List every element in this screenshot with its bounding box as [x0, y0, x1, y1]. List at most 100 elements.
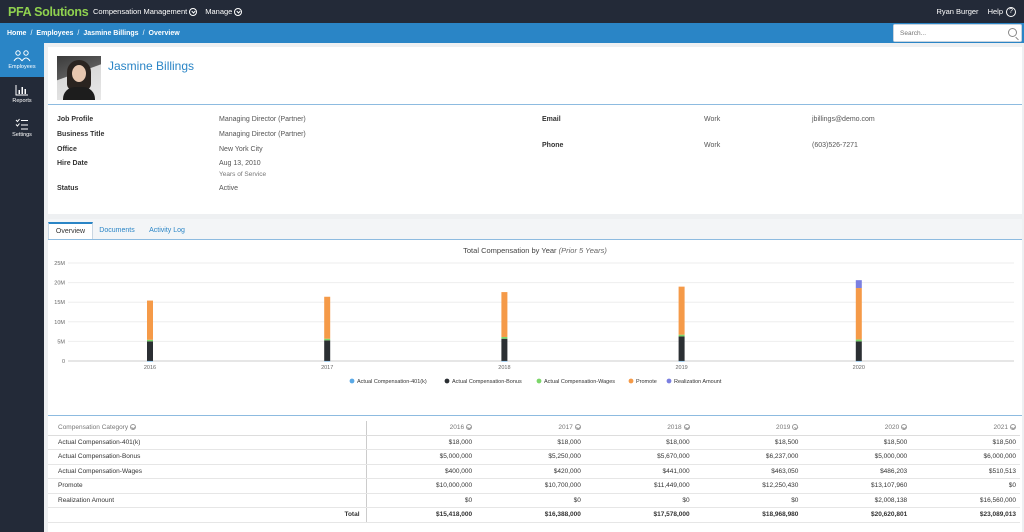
- chart-subtitle: (Prior 5 Years): [558, 246, 607, 255]
- office-value: New York City: [219, 146, 263, 153]
- email-value[interactable]: jbillings@demo.com: [812, 116, 875, 123]
- chevron-down-icon: [189, 7, 198, 16]
- cell-value: $5,000,000: [802, 449, 912, 465]
- cell-value: $16,560,000: [911, 493, 1020, 508]
- cell-value: $0: [366, 493, 477, 508]
- email-label: Email: [542, 116, 561, 123]
- table-row: Actual Compensation-Wages $400,000 $420,…: [48, 464, 1020, 479]
- table-header-row: Compensation Category 2016 2017 2018 201…: [48, 421, 1020, 436]
- tab-documents[interactable]: Documents: [99, 227, 135, 234]
- tab-overview[interactable]: Overview: [48, 222, 93, 239]
- chart-title-row: Total Compensation by Year (Prior 5 Year…: [48, 246, 1022, 255]
- bar-segment: [324, 360, 331, 362]
- phone-type: Work: [704, 142, 721, 149]
- column-header-year[interactable]: 2017: [476, 421, 585, 436]
- cell-value: $18,000: [476, 435, 585, 450]
- cell-value: $5,670,000: [584, 449, 694, 465]
- sidebar-item-settings[interactable]: Settings: [0, 111, 44, 145]
- nav-manage[interactable]: Manage: [205, 7, 243, 16]
- y-tick-label: 20M: [54, 281, 65, 287]
- cell-value: $2,008,138: [802, 493, 912, 508]
- email-type: Work: [704, 116, 721, 123]
- cell-value: $400,000: [366, 464, 477, 479]
- bar-segment: [324, 338, 331, 341]
- status-value: Active: [219, 185, 239, 192]
- bar-segment: [324, 296, 331, 339]
- x-tick-label: 2020: [853, 365, 865, 371]
- search-input[interactable]: [894, 25, 1004, 41]
- sidebar-item-employees[interactable]: Employees: [0, 43, 44, 77]
- cell-value: $441,000: [584, 464, 694, 479]
- bar-segment: [147, 360, 153, 362]
- legend-swatch: [628, 378, 634, 384]
- avatar: [57, 56, 101, 100]
- nav-compensation-management[interactable]: Compensation Management: [93, 7, 198, 16]
- tab-activity-log[interactable]: Activity Log: [149, 227, 185, 234]
- table-total-row: Total $15,418,000 $16,388,000 $17,578,00…: [48, 507, 1020, 523]
- office-label: Office: [57, 146, 77, 153]
- legend-swatch: [444, 378, 450, 384]
- chevron-down-icon: [234, 7, 243, 16]
- chart-title: Total Compensation by Year: [463, 246, 557, 255]
- bar-segment: [855, 339, 862, 342]
- x-tick-label: 2017: [321, 365, 333, 371]
- job-profile-label: Job Profile: [57, 116, 94, 123]
- cell-value: $10,700,000: [476, 478, 585, 494]
- chevron-down-icon: [130, 424, 137, 431]
- breadcrumb-employee[interactable]: Jasmine Billings: [83, 29, 139, 37]
- bar-segment: [855, 360, 862, 362]
- total-value: $16,388,000: [476, 507, 585, 523]
- help-link[interactable]: Help: [987, 7, 1003, 16]
- app-logo[interactable]: PFA Solutions: [8, 4, 89, 19]
- cell-value: $0: [911, 478, 1020, 494]
- search-icon[interactable]: [1008, 28, 1017, 37]
- hire-date-value: Aug 13, 2010: [219, 160, 261, 167]
- cell-value: $6,000,000: [911, 449, 1020, 465]
- bar-segment: [147, 339, 153, 342]
- column-header-category[interactable]: Compensation Category: [48, 421, 367, 436]
- cell-value: $463,050: [693, 464, 803, 479]
- sidebar-item-label: Settings: [12, 132, 32, 138]
- breadcrumb-home[interactable]: Home: [7, 29, 27, 37]
- bar-segment: [501, 338, 508, 361]
- cell-value: $510,513: [911, 464, 1020, 479]
- breadcrumb-current: Overview: [148, 29, 180, 37]
- hire-date-label: Hire Date: [57, 160, 88, 167]
- breadcrumb-employees[interactable]: Employees: [36, 29, 74, 37]
- column-header-year[interactable]: 2016: [366, 421, 477, 436]
- cell-value: $18,500: [911, 435, 1020, 450]
- legend-label: Actual Compensation-Wages: [544, 379, 615, 385]
- cell-value: $13,107,960: [802, 478, 912, 494]
- user-menu[interactable]: Ryan Burger: [936, 7, 979, 16]
- column-header-year[interactable]: 2018: [584, 421, 694, 436]
- cell-value: $12,250,430: [693, 478, 803, 494]
- sidebar-item-label: Reports: [12, 98, 32, 104]
- chevron-down-icon: [466, 424, 473, 431]
- chevron-down-icon: [574, 424, 581, 431]
- bar-segment: [678, 286, 685, 335]
- bar-chart-icon: [15, 85, 28, 96]
- top-bar: PFA Solutions Compensation Management Ma…: [0, 0, 1024, 23]
- column-header-year[interactable]: 2021: [911, 421, 1020, 436]
- chevron-down-icon: [1010, 424, 1016, 431]
- column-header-year[interactable]: 2019: [693, 421, 803, 436]
- total-value: $23,089,013: [911, 507, 1020, 523]
- total-value: $20,620,801: [802, 507, 912, 523]
- legend-label: Actual Compensation-Bonus: [452, 379, 522, 385]
- nav-manage-label: Manage: [205, 7, 233, 16]
- total-value: $15,418,000: [366, 507, 477, 523]
- help-icon[interactable]: ?: [1006, 6, 1016, 17]
- sidebar-item-reports[interactable]: Reports: [0, 77, 44, 111]
- x-tick-label: 2016: [144, 365, 156, 371]
- cell-value: $6,237,000: [693, 449, 803, 465]
- users-icon: [13, 50, 31, 62]
- bar-segment: [501, 360, 508, 362]
- y-tick-label: 25M: [54, 261, 65, 267]
- legend-swatch: [536, 378, 542, 384]
- cell-value: $486,203: [802, 464, 912, 479]
- x-tick-label: 2019: [675, 365, 687, 371]
- column-header-year[interactable]: 2020: [802, 421, 912, 436]
- row-label: Promote: [48, 478, 367, 494]
- compensation-table: Compensation Category 2016 2017 2018 201…: [48, 421, 1020, 523]
- compensation-chart: 05M10M15M20M25M201620172018201920202021A…: [54, 261, 1014, 385]
